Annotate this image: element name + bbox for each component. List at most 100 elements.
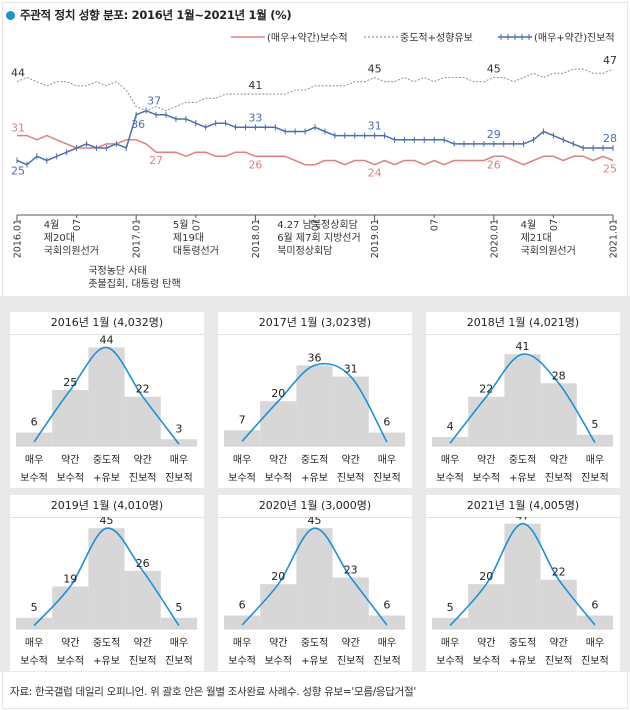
category-label: +유보 (301, 655, 328, 667)
category-label: 보수적 (20, 472, 48, 484)
category-label: 보수적 (228, 655, 256, 667)
distribution-card: 2018년 1월 (4,021명) 4 22 41 28 5 매우 보수적 약간 보수적 중도적 +… (426, 312, 620, 488)
bar-value-label: 25 (63, 376, 77, 389)
x-tick-label: 07 (430, 219, 441, 231)
bar-value-label: 20 (271, 387, 285, 400)
annotation-text: 국정농단 사태 (88, 265, 146, 277)
x-tick-label: 2021.01 (609, 219, 620, 258)
bar-value-labels: 5 19 45 26 5 (31, 517, 183, 614)
category-label: 매우 (441, 454, 459, 466)
legend-item: 중도적+성향유보 (364, 32, 473, 44)
bar (296, 365, 333, 446)
bar (332, 376, 369, 446)
bar (124, 396, 161, 446)
bar-value-label: 36 (308, 351, 322, 364)
category-label: 보수적 (228, 472, 256, 484)
value-label: 44 (11, 67, 25, 80)
bar-value-label: 6 (383, 416, 390, 429)
category-label: 약간 (549, 637, 567, 649)
bar-value-label: 5 (31, 601, 38, 614)
distribution-curve (33, 527, 180, 627)
bar (432, 437, 469, 446)
category-label: 보수적 (56, 655, 84, 667)
category-label: +유보 (509, 472, 536, 484)
bar-value-label: 22 (136, 383, 150, 396)
distribution-bars (432, 354, 613, 446)
bar (540, 579, 577, 629)
bar-value-label: 5 (447, 601, 454, 614)
category-label: 보수적 (56, 472, 84, 484)
bar (88, 528, 125, 629)
category-label: 매우 (233, 637, 251, 649)
card-title: 2016년 1월 (4,032명) (10, 312, 204, 335)
x-tick-label: 07 (191, 219, 202, 231)
value-label: 31 (11, 122, 25, 135)
source-note: 자료: 한국갤럽 데일리 오피니언. 위 괄호 안은 월별 조사완료 사례수. … (10, 686, 416, 698)
bar-value-label: 45 (100, 517, 114, 527)
card-title: 2020년 1월 (3,000명) (218, 495, 412, 518)
bar-value-label: 28 (552, 369, 566, 382)
category-label: 약간 (341, 637, 359, 649)
value-label: 36 (131, 118, 145, 131)
bar (52, 390, 89, 446)
legend-item: (매우+약간)진보적 (498, 32, 615, 44)
distribution-bars (432, 523, 613, 629)
category-label: 진보적 (545, 472, 573, 484)
bar (296, 528, 333, 629)
bar-value-label: 19 (63, 572, 77, 585)
category-label: 진보적 (545, 655, 573, 667)
category-label: 보수적 (472, 655, 500, 667)
category-label: 매우 (378, 637, 396, 649)
category-label: 진보적 (337, 655, 365, 667)
category-label: +유보 (301, 472, 328, 484)
bar (224, 430, 261, 446)
category-label: 매우 (441, 637, 459, 649)
bar-value-labels: 4 22 41 28 5 (447, 340, 599, 433)
category-label: 약간 (61, 637, 79, 649)
annotation-text: 4.27 남북정상회담 (277, 219, 358, 231)
category-label: 중도적 (509, 637, 537, 649)
value-label: 47 (603, 54, 617, 67)
bar-value-label: 20 (479, 570, 493, 583)
bar-value-label: 22 (479, 383, 493, 396)
category-label: 진보적 (373, 472, 401, 484)
category-label: 보수적 (264, 655, 292, 667)
category-label: 약간 (341, 454, 359, 466)
x-tick-label: 2019.01 (370, 219, 381, 258)
bar (368, 615, 405, 629)
distribution-curve (33, 346, 180, 445)
category-label: 약간 (61, 454, 79, 466)
category-label: 매우 (586, 454, 604, 466)
bar (432, 617, 469, 629)
category-label: 중도적 (301, 637, 329, 649)
bar-value-label: 45 (308, 517, 322, 527)
bar-value-label: 22 (552, 566, 566, 579)
series-markers (16, 107, 614, 168)
annotation-text: 국회의원선거 (521, 245, 576, 257)
category-label: 보수적 (20, 655, 48, 667)
card-title: 2019년 1월 (4,010명) (10, 495, 204, 518)
category-label: 중도적 (93, 637, 121, 649)
category-label: 중도적 (93, 454, 121, 466)
distribution-card: 2020년 1월 (3,000명) 6 20 45 23 6 매우 보수적 약간 보수적 중도적 +… (218, 495, 412, 671)
series-line (16, 68, 614, 112)
category-label: 진보적 (129, 472, 157, 484)
annotation-text: 4월 (44, 219, 60, 231)
value-label: 24 (368, 167, 382, 180)
bar (16, 617, 53, 629)
x-tick-label: 2020.01 (489, 219, 500, 258)
value-label: 29 (487, 128, 501, 141)
category-label: 진보적 (165, 472, 193, 484)
bar (332, 577, 369, 629)
value-label: 26 (248, 158, 262, 171)
figure-title-row: 주관적 정치 성향 분포: 2016년 1월~2021년 1월 (%) (6, 6, 292, 24)
card-title: 2021년 1월 (4,005명) (426, 495, 620, 518)
